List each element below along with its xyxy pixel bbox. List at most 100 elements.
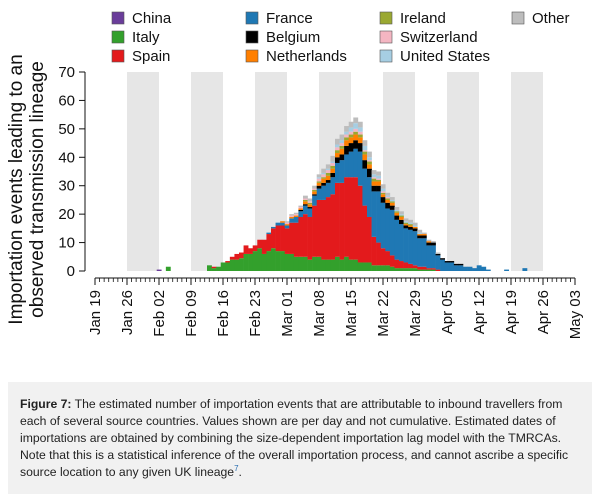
bar-segment	[325, 180, 331, 183]
bar-segment	[321, 168, 327, 173]
bar-segment	[275, 251, 281, 271]
caption-label: Figure 7:	[20, 397, 72, 411]
footnote-ref[interactable]: 7	[234, 463, 239, 473]
legend-label: France	[266, 10, 313, 27]
bar-segment	[408, 219, 414, 223]
legend-label: United States	[400, 48, 490, 65]
bar-segment	[426, 239, 432, 242]
bar-segment	[307, 259, 313, 271]
bar-segment	[293, 215, 299, 217]
bar-segment	[348, 131, 354, 135]
bar-segment	[385, 197, 391, 199]
bar-segment	[280, 222, 286, 226]
stacked-bars	[156, 117, 528, 271]
bar-segment	[357, 127, 363, 132]
bar-segment	[453, 263, 459, 266]
x-tick-label: Mar 01	[279, 290, 296, 337]
bar-segment	[335, 147, 340, 151]
y-tick-label: 10	[58, 235, 75, 252]
x-tick-label: Apr 12	[471, 290, 488, 334]
bar-segment	[298, 205, 304, 208]
bar-segment	[353, 128, 359, 132]
bar-segment	[394, 209, 400, 212]
bar-segment	[357, 185, 363, 263]
bar-segment	[376, 191, 382, 243]
bar-segment	[348, 177, 354, 260]
bar-segment	[330, 168, 336, 173]
bar-segment	[431, 268, 436, 270]
legend-swatch	[379, 49, 393, 63]
x-tick-label: May 03	[567, 290, 584, 339]
bar-segment	[399, 216, 404, 220]
bar-segment	[284, 253, 290, 271]
legend-label: Italy	[132, 29, 160, 46]
bar-segment	[403, 218, 409, 222]
bar-segment	[367, 164, 372, 169]
bar-segment	[458, 263, 464, 266]
bar-segment	[389, 201, 395, 203]
bar-segment	[389, 202, 395, 206]
bar-segment	[298, 216, 304, 257]
legend: China Italy Spain France Belgium Netherlands I…	[111, 10, 570, 65]
bar-segment	[403, 228, 409, 263]
bar-segment	[385, 192, 391, 196]
bar-segment	[298, 209, 304, 212]
bar-segment	[485, 269, 491, 271]
bar-segment	[399, 224, 404, 262]
legend-label: Switzerland	[400, 29, 478, 46]
bar-segment	[357, 151, 363, 186]
y-axis: 0 10 20 30 40 50 60 70	[58, 64, 86, 280]
bar-segment	[426, 268, 432, 270]
bar-segment	[449, 261, 455, 263]
bar-segment	[312, 185, 318, 189]
bar-segment	[325, 172, 331, 176]
bar-segment	[362, 160, 368, 169]
bar-segment	[435, 269, 441, 271]
bar-segment	[307, 204, 313, 208]
weekend-band	[191, 72, 223, 271]
bar-segment	[380, 248, 386, 266]
legend-label: Other	[532, 10, 570, 27]
bar-segment	[380, 188, 386, 192]
bar-segment	[408, 225, 414, 227]
bar-segment	[481, 266, 487, 271]
bar-segment	[243, 245, 249, 254]
bar-segment	[371, 236, 377, 266]
legend-label: Belgium	[266, 29, 320, 46]
bar-segment	[394, 215, 400, 220]
bar-segment	[229, 259, 235, 271]
y-axis-title-line: Importation events leading to an	[6, 54, 27, 324]
bar-segment	[284, 224, 290, 226]
bar-segment	[421, 238, 427, 267]
bar-segment	[307, 216, 313, 260]
bar-segment	[431, 269, 436, 271]
bar-segment	[220, 262, 226, 271]
bar-segment	[316, 178, 322, 182]
bar-segment	[408, 229, 414, 264]
bar-segment	[312, 195, 318, 206]
figure-caption: Figure 7: The estimated number of import…	[8, 382, 592, 494]
bar-segment	[257, 239, 263, 249]
bar-segment	[339, 143, 345, 146]
bar-segment	[293, 216, 299, 223]
bar-segment	[289, 222, 295, 254]
bar-segment	[344, 256, 350, 271]
bar-segment	[330, 177, 336, 195]
bar-segment	[408, 226, 414, 230]
bar-segment	[399, 215, 404, 217]
bar-segment	[367, 161, 372, 165]
bar-segment	[284, 221, 290, 223]
bar-segment	[376, 181, 382, 186]
legend-swatch	[511, 11, 525, 25]
bar-segment	[261, 239, 267, 254]
bar-segment	[399, 219, 404, 225]
bar-segment	[316, 174, 322, 178]
bar-segment	[371, 185, 377, 192]
bar-segment	[412, 231, 418, 266]
bar-segment	[367, 168, 372, 178]
bar-segment	[385, 195, 391, 198]
bar-segment	[321, 259, 327, 271]
bar-segment	[408, 222, 414, 225]
bar-segment	[330, 155, 336, 162]
bar-segment	[344, 137, 350, 141]
